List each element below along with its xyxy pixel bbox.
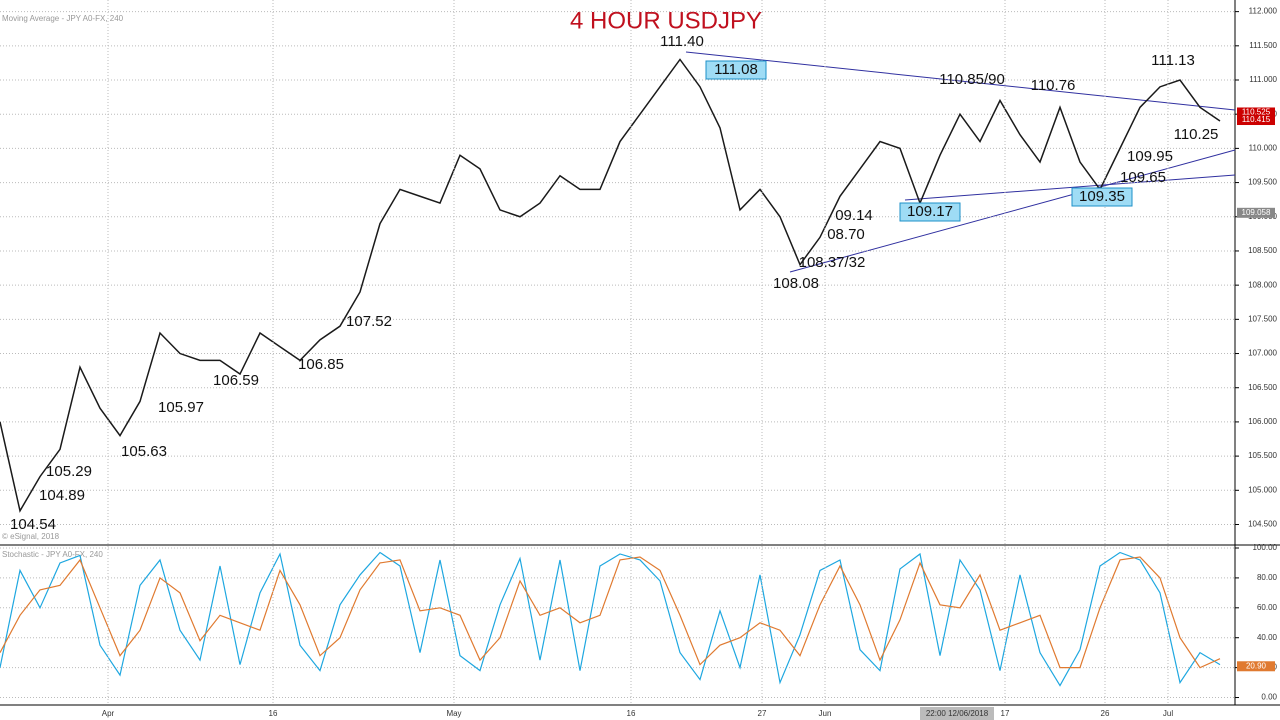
y-tick-label: 100.00 — [1253, 543, 1278, 552]
price-tag-label: 109.058 — [1242, 208, 1271, 217]
annotation: 110.25 — [1174, 126, 1219, 143]
x-tick-label: 16 — [627, 709, 636, 718]
annotation: 104.54 — [10, 516, 56, 533]
x-tick-label: Jun — [819, 709, 832, 718]
trend-line — [685, 51, 1236, 111]
y-tick-label: 106.000 — [1248, 417, 1277, 426]
crosshair-label: 22:00 12/06/2018 — [926, 709, 989, 718]
annotation: 110.85/90 — [939, 71, 1005, 88]
annotation: 111.13 — [1151, 52, 1195, 69]
y-tick-label: 40.00 — [1257, 633, 1278, 642]
annotation: 105.97 — [158, 399, 204, 416]
x-tick-label: 17 — [1001, 709, 1010, 718]
y-tick-label: 106.500 — [1248, 383, 1277, 392]
y-tick-label: 108.500 — [1248, 246, 1277, 255]
annotation-box — [1071, 187, 1133, 207]
y-tick-label: 108.000 — [1248, 280, 1277, 289]
trend-line — [789, 149, 1236, 273]
price-tag-label: 110.415 — [1242, 115, 1271, 124]
annotation: 109.65 — [1120, 169, 1166, 186]
y-tick-label: 0.00 — [1261, 693, 1277, 702]
annotation: 108.37/32 — [799, 254, 866, 271]
annotation: 109.35 — [1079, 188, 1125, 205]
price-tag — [1237, 107, 1275, 118]
y-tick-label: 112.000 — [1249, 7, 1278, 16]
y-tick-label: 111.000 — [1249, 75, 1277, 84]
trend-lines — [685, 51, 1236, 273]
y-tick-label: 60.00 — [1257, 603, 1278, 612]
annotation: 111.08 — [714, 61, 758, 78]
annotation: 09.14 — [835, 207, 873, 224]
x-tick-label: Apr — [102, 709, 115, 718]
annotation: 105.29 — [46, 463, 92, 480]
y-tick-label: 109.500 — [1248, 178, 1277, 187]
y-tick-label: 110.000 — [1249, 143, 1278, 152]
crosshair-box — [920, 707, 994, 720]
x-tick-label: 16 — [269, 709, 278, 718]
annotation-box — [705, 60, 767, 80]
y-tick-label: 104.500 — [1248, 520, 1277, 529]
annotation: 106.85 — [298, 356, 344, 373]
annotation: 104.89 — [39, 487, 85, 504]
annotation: 105.63 — [121, 443, 167, 460]
y-tick-label: 105.500 — [1248, 451, 1277, 460]
price-tag-label: 110.525 — [1242, 108, 1271, 117]
trend-line — [904, 174, 1236, 201]
stochastic-line — [0, 556, 1221, 669]
annotation: 111.40 — [660, 33, 704, 50]
panel-label: Moving Average - JPY A0-FX, 240 — [2, 14, 124, 23]
annotation: 109.17 — [907, 203, 953, 220]
annotation: 110.76 — [1031, 77, 1076, 94]
price-tag — [1237, 115, 1275, 126]
annotation: 108.08 — [773, 275, 819, 292]
annotation: 08.70 — [827, 226, 865, 243]
x-tick-label: May — [446, 709, 461, 718]
price-tag — [1237, 207, 1275, 218]
x-tick-label: 26 — [1101, 709, 1110, 718]
y-tick-label: 107.000 — [1248, 349, 1277, 358]
annotation: 106.59 — [213, 372, 259, 389]
y-tick-label: 111.500 — [1249, 41, 1277, 50]
price-line — [0, 58, 1221, 513]
price-tag-label: 20.90 — [1246, 661, 1267, 670]
price-tag — [1237, 661, 1275, 672]
y-tick-label: 107.500 — [1248, 314, 1277, 323]
annotation-box — [899, 202, 961, 222]
y-tick-label: 105.000 — [1248, 485, 1277, 494]
x-tick-label: Jul — [1163, 709, 1173, 718]
credit: © eSignal, 2018 — [2, 532, 60, 541]
panel-label: Stochastic - JPY A0-FX, 240 — [2, 550, 103, 559]
stochastic-line — [0, 551, 1221, 687]
x-tick-label: 27 — [758, 709, 767, 718]
y-tick-label: 80.00 — [1257, 573, 1278, 582]
annotation: 107.52 — [346, 313, 392, 330]
annotation: 109.95 — [1127, 148, 1173, 165]
